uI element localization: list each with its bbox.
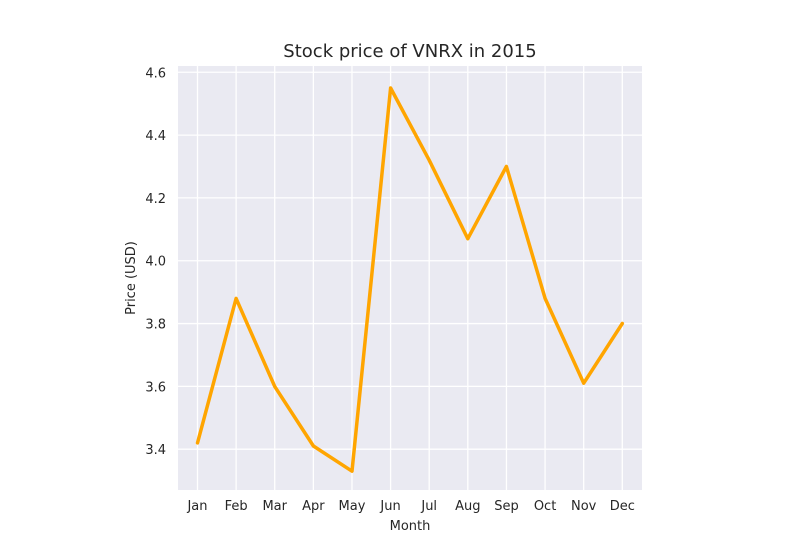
x-tick-label: Jun [379, 499, 400, 514]
y-tick-label: 4.4 [145, 129, 166, 144]
data-point [234, 296, 238, 300]
x-axis-label: Month [390, 519, 431, 534]
x-tick-label: Aug [455, 499, 480, 514]
grid-lines [178, 66, 642, 490]
x-tick-label: Dec [610, 499, 635, 514]
x-tick-label: Apr [302, 499, 325, 514]
series-group [195, 86, 625, 473]
y-tick-label: 3.8 [145, 318, 166, 333]
chart-title: Stock price of VNRX in 2015 [283, 41, 536, 62]
y-tick-label: 4.2 [145, 192, 166, 207]
data-point [273, 384, 277, 388]
data-point [504, 165, 508, 169]
y-tick-label: 3.6 [145, 380, 166, 395]
y-tick-label: 3.4 [145, 443, 166, 458]
data-point [427, 158, 431, 162]
y-tick-label: 4.6 [145, 66, 166, 81]
x-tick-label: Sep [494, 499, 519, 514]
data-point [466, 237, 470, 241]
x-tick-label: Jan [186, 499, 207, 514]
y-tick-label: 4.0 [145, 255, 166, 270]
x-tick-label: Mar [262, 499, 287, 514]
y-axis-label: Price (USD) [124, 241, 139, 315]
x-tick-label: Nov [571, 499, 597, 514]
data-point [389, 86, 393, 90]
data-point [582, 381, 586, 385]
x-tick-labels: Jan Feb Mar Apr May Jun Jul Aug Sep Oct Nov Dec [186, 499, 634, 514]
data-point [311, 444, 315, 448]
data-point [620, 322, 624, 326]
x-tick-label: Jul [420, 499, 437, 514]
data-point [350, 469, 354, 473]
y-tick-labels: 3.4 3.6 3.8 4.0 4.2 4.4 4.6 [145, 66, 166, 458]
x-tick-label: May [339, 499, 366, 514]
x-tick-label: Oct [534, 499, 556, 514]
data-point [196, 441, 199, 445]
price-line [195, 86, 625, 473]
data-point [543, 296, 547, 300]
x-tick-label: Feb [225, 499, 248, 514]
plot-area [178, 66, 642, 490]
